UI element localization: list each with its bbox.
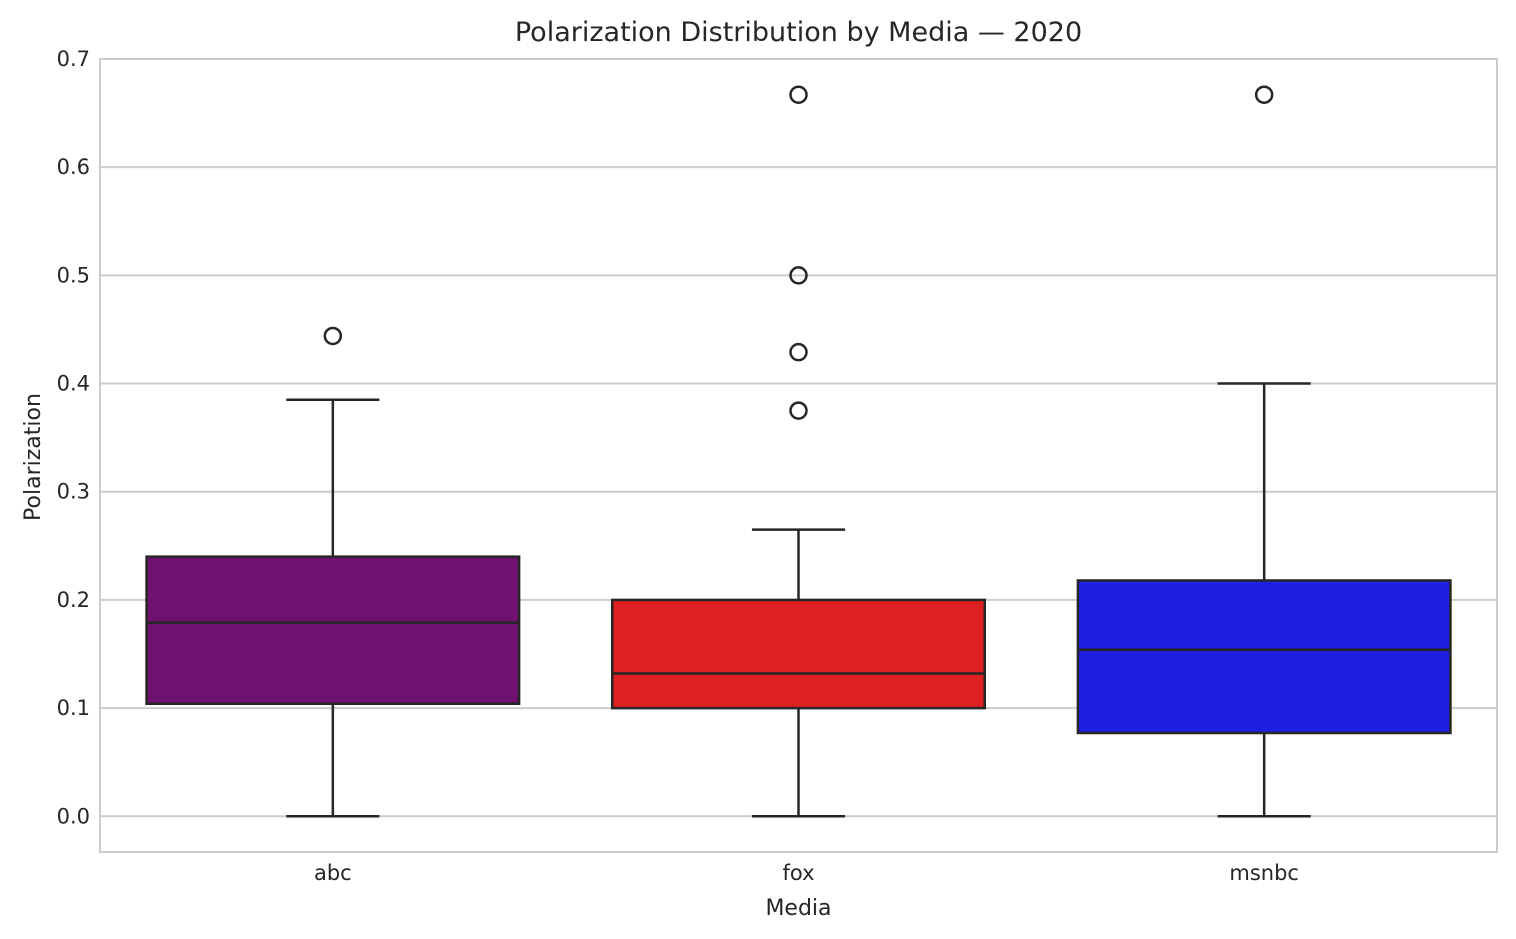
- outlier-point: [789, 342, 808, 362]
- outlier-point: [789, 401, 808, 420]
- y-tick-label: 0.2: [57, 588, 90, 612]
- y-tick-labels: 0.0 0.1 0.2 0.3 0.4 0.5 0.6 0.7: [57, 47, 90, 828]
- x-tick-label: abc: [314, 861, 352, 885]
- y-tick-label: 0.5: [57, 263, 90, 287]
- y-tick-label: 0.0: [57, 804, 90, 828]
- y-axis-label: Polarization: [21, 393, 46, 521]
- box-fox: [610, 85, 987, 818]
- box-abc: [145, 326, 521, 818]
- chart-title: Polarization Distribution by Media — 202…: [515, 17, 1082, 48]
- outlier-point: [789, 266, 808, 285]
- y-tick-label: 0.1: [57, 696, 90, 720]
- y-tick-label: 0.3: [57, 480, 90, 504]
- x-tick-labels: abc fox msnbc: [314, 861, 1299, 885]
- y-tick-label: 0.4: [57, 372, 90, 396]
- y-tick-label: 0.6: [57, 155, 90, 179]
- iqr-box: [145, 555, 521, 706]
- iqr-box: [610, 598, 987, 710]
- outlier-point: [1254, 85, 1274, 104]
- box-plots: [145, 85, 1452, 818]
- box-msnbc: [1076, 85, 1452, 818]
- outlier-point: [789, 85, 808, 104]
- y-tick-label: 0.7: [57, 47, 90, 71]
- outlier-point: [323, 326, 343, 346]
- iqr-box: [1076, 579, 1452, 735]
- x-tick-label: fox: [782, 861, 814, 885]
- plot-frame: [99, 58, 1498, 853]
- x-axis-label: Media: [765, 896, 831, 921]
- x-tick-label: msnbc: [1229, 861, 1299, 885]
